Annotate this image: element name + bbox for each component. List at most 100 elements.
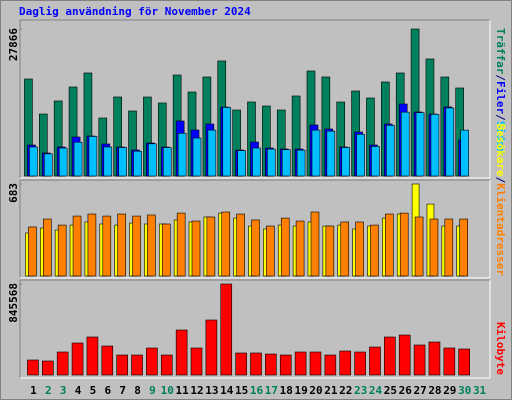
x-tick-label: 25 [384, 384, 397, 397]
x-tick-label: 5 [90, 384, 97, 397]
bar [147, 214, 156, 277]
bar [57, 224, 67, 277]
bar [43, 218, 52, 277]
legend: Besökare/Klientadresser [494, 124, 507, 277]
bar [103, 146, 113, 177]
x-tick-label: 24 [369, 384, 383, 397]
bar [458, 348, 470, 376]
bar [101, 345, 114, 376]
bar [324, 354, 337, 376]
y-tick-label: 27866 [7, 28, 20, 61]
bar [28, 226, 37, 277]
bar [118, 147, 127, 177]
bar [340, 221, 350, 277]
bar [339, 350, 352, 376]
bar [131, 354, 143, 376]
bar [252, 147, 261, 177]
bar [325, 225, 335, 277]
bar [73, 141, 83, 177]
bar [236, 213, 245, 277]
bar [311, 129, 321, 177]
bar [29, 146, 38, 177]
bar [295, 220, 305, 277]
bar [460, 129, 469, 177]
x-tick-label: 15 [235, 384, 248, 397]
y-tick-label: 683 [7, 183, 20, 203]
bar [237, 150, 246, 177]
bar [162, 147, 172, 177]
bar [191, 220, 201, 277]
x-tick-label: 22 [339, 384, 352, 397]
bar [205, 319, 218, 376]
bar [355, 221, 364, 277]
bar [309, 351, 322, 376]
legend-separator: / [494, 177, 507, 184]
legend-separator: / [494, 114, 507, 121]
legend: Träffar/Filer/Sidor [494, 28, 507, 154]
x-tick-label: 11 [176, 384, 190, 397]
bar [132, 215, 141, 277]
legend-entry: Besökare [494, 124, 507, 177]
bar [310, 211, 320, 277]
x-tick-label: 3 [60, 384, 67, 397]
bar [235, 352, 247, 376]
bar [385, 213, 394, 277]
x-tick-label: 21 [324, 384, 338, 397]
bar [429, 218, 439, 277]
bar [206, 216, 216, 277]
bar [102, 215, 112, 277]
x-tick-label: 7 [119, 384, 126, 397]
bar [222, 107, 232, 177]
bar [161, 223, 171, 277]
bar [413, 344, 426, 376]
bar [177, 132, 187, 177]
bar [192, 137, 202, 177]
bar [371, 146, 380, 177]
bar [445, 107, 455, 177]
bar [341, 147, 351, 177]
x-tick-label: 31 [473, 384, 487, 397]
bar [88, 136, 98, 177]
legend-entry: Klientadresser [494, 183, 507, 276]
bar [86, 336, 99, 376]
bar [444, 218, 454, 277]
bar [58, 147, 68, 177]
bar [71, 342, 84, 376]
x-tick-label: 12 [190, 384, 203, 397]
x-tick-label: 13 [205, 384, 218, 397]
legend-entry: Sidor [494, 121, 507, 154]
x-tick-label: 27 [413, 384, 426, 397]
x-tick-label: 29 [443, 384, 456, 397]
legend-separator: / [494, 74, 507, 81]
bar [265, 353, 277, 376]
x-tick-label: 9 [149, 384, 156, 397]
bar [384, 336, 396, 376]
x-tick-label: 14 [220, 384, 234, 397]
bar [459, 218, 468, 277]
bar [116, 354, 128, 376]
bar [220, 283, 233, 376]
x-tick-label: 18 [280, 384, 293, 397]
bar [399, 212, 409, 277]
bar [87, 213, 97, 277]
x-tick-label: 10 [161, 384, 174, 397]
legend-entry: Filer [494, 81, 507, 114]
bar [280, 217, 290, 277]
legend-entry: Kilobyte [494, 322, 507, 375]
bar [160, 354, 173, 376]
bar [326, 130, 336, 177]
x-tick-label: 6 [104, 384, 111, 397]
x-tick-label: 17 [265, 384, 278, 397]
legend-entry: Träffar [494, 28, 507, 75]
bar [250, 352, 262, 376]
x-tick-label: 28 [428, 384, 441, 397]
x-tick-label: 1 [30, 384, 37, 397]
bar [27, 359, 39, 376]
bar [430, 113, 440, 177]
bar [294, 351, 307, 376]
bar [266, 225, 275, 277]
bar [400, 111, 410, 177]
x-tick-label: 26 [399, 384, 413, 397]
bar [354, 351, 366, 376]
